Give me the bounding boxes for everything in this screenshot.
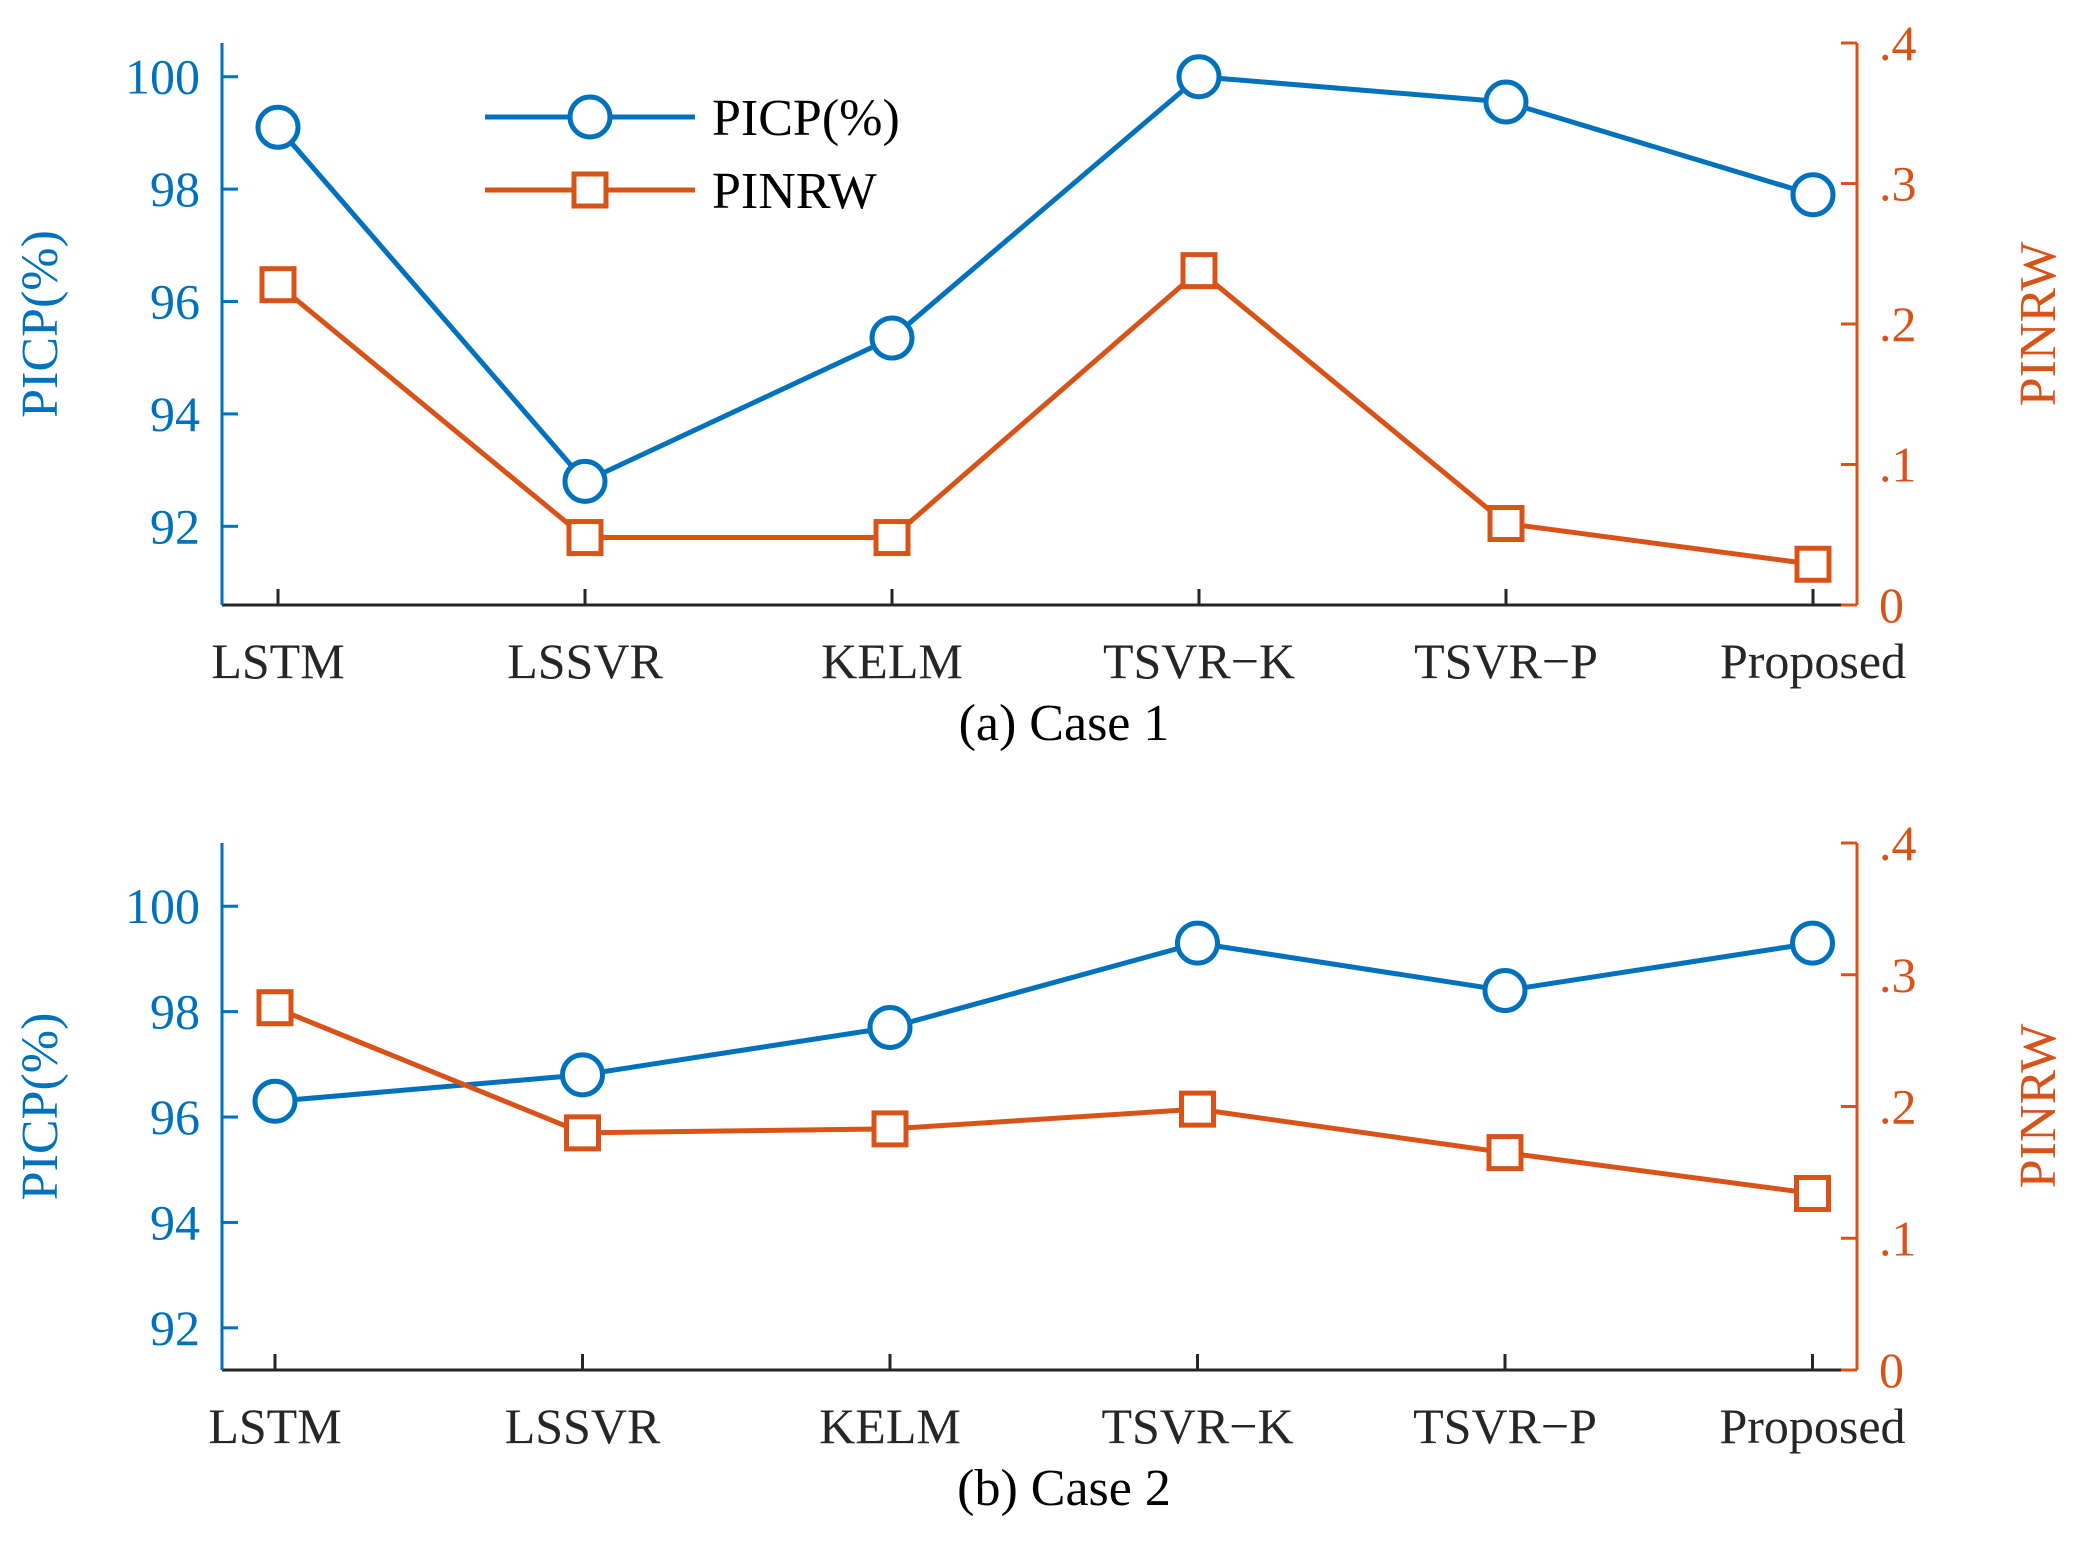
right-y-tick-label: .1 [1879, 437, 1917, 493]
legend: PICP(%) PINRW [485, 90, 900, 220]
data-point-square [564, 1114, 601, 1152]
x-tick-label: KELM [819, 1398, 961, 1454]
series-line [276, 268, 1814, 567]
x-tick-label: LSTM [211, 633, 344, 689]
series-line [274, 1005, 1813, 1196]
right-y-tick-label: .3 [1879, 156, 1917, 212]
data-point-square [1794, 545, 1832, 583]
right-y-tick-label: .1 [1879, 1210, 1917, 1266]
legend-marker-circle [567, 94, 613, 140]
data-point-square [1487, 505, 1525, 543]
left-y-tick-label: 98 [150, 161, 200, 217]
data-point-circle [562, 458, 608, 504]
subplot-1: LSTM LSSVR KELM TSVR−K TSVR−P Proposed 92 94 96 9… [12, 15, 2067, 752]
data-point-circle [255, 104, 301, 150]
data-point-square [259, 266, 297, 304]
x-tick-label: TSVR−K [1101, 1398, 1293, 1454]
series-line [276, 74, 1814, 484]
series-line [274, 940, 1813, 1104]
left-y-tick-label: 100 [125, 49, 200, 105]
x-tick-label: TSVR−P [1413, 1398, 1597, 1454]
data-point-square [1180, 252, 1218, 290]
left-y-tick-label: 96 [150, 274, 200, 330]
x-tick-label: KELM [821, 633, 963, 689]
left-y-tick-label: 96 [150, 1089, 200, 1145]
series-picp [255, 54, 1836, 504]
data-point-square [256, 989, 294, 1027]
data-point-square [566, 519, 604, 557]
data-point-circle [867, 1004, 913, 1050]
left-y-tick-label: 92 [150, 498, 200, 554]
subplot-caption: (a) Case 1 [959, 695, 1170, 752]
legend-label: PINRW [712, 163, 877, 220]
left-y-tick-label: 98 [150, 984, 200, 1040]
data-point-circle [1790, 172, 1836, 218]
left-y-axis-title: PICP(%) [12, 230, 69, 418]
data-point-square [873, 519, 911, 557]
left-y-tick-label: 92 [150, 1300, 200, 1356]
data-point-circle [1482, 968, 1528, 1014]
data-point-circle [1790, 920, 1835, 966]
right-y-tick-label: 0 [1879, 577, 1904, 633]
left-y-tick-label: 94 [150, 386, 200, 442]
right-y-tick-label: .2 [1879, 296, 1917, 352]
x-tick-label: LSTM [208, 1398, 341, 1454]
x-tick-label: Proposed [1719, 1398, 1905, 1454]
right-y-tick-label: .3 [1879, 947, 1917, 1003]
data-point-square [1486, 1134, 1524, 1172]
left-y-axis-title: PICP(%) [12, 1013, 69, 1201]
data-point-square [871, 1110, 909, 1148]
data-point-square [1179, 1090, 1216, 1128]
x-tick-label: LSSVR [507, 633, 663, 689]
x-tick-label: TSVR−P [1414, 633, 1598, 689]
left-y-tick-label: 94 [150, 1194, 200, 1250]
x-tick-label: Proposed [1720, 633, 1906, 689]
legend-label: PICP(%) [712, 90, 900, 147]
left-y-tick-label: 100 [125, 878, 200, 934]
subplot-caption: (b) Case 2 [957, 1460, 1171, 1517]
x-tick-label: LSSVR [505, 1398, 661, 1454]
x-tick-label: TSVR−K [1103, 633, 1295, 689]
series-pinrw [256, 989, 1831, 1212]
right-y-axis-title: PINRW [2010, 1024, 2067, 1189]
data-point-circle [1175, 920, 1220, 966]
data-point-circle [1483, 79, 1529, 125]
data-point-square [1794, 1174, 1831, 1212]
legend-marker-square [571, 171, 609, 209]
right-y-axis-title: PINRW [2010, 242, 2067, 407]
series-pinrw [259, 252, 1832, 583]
right-y-tick-label: .4 [1879, 15, 1917, 71]
subplot-2: LSTM LSSVR KELM TSVR−K TSVR−P Proposed 92 94 96 9… [12, 815, 2067, 1517]
data-point-circle [252, 1078, 298, 1124]
data-point-circle [869, 315, 915, 361]
right-y-tick-label: .2 [1879, 1079, 1917, 1135]
data-point-circle [560, 1052, 605, 1098]
series-picp [252, 920, 1835, 1124]
data-point-circle [1176, 54, 1222, 100]
right-y-tick-label: .4 [1879, 815, 1917, 871]
right-y-tick-label: 0 [1879, 1342, 1904, 1398]
